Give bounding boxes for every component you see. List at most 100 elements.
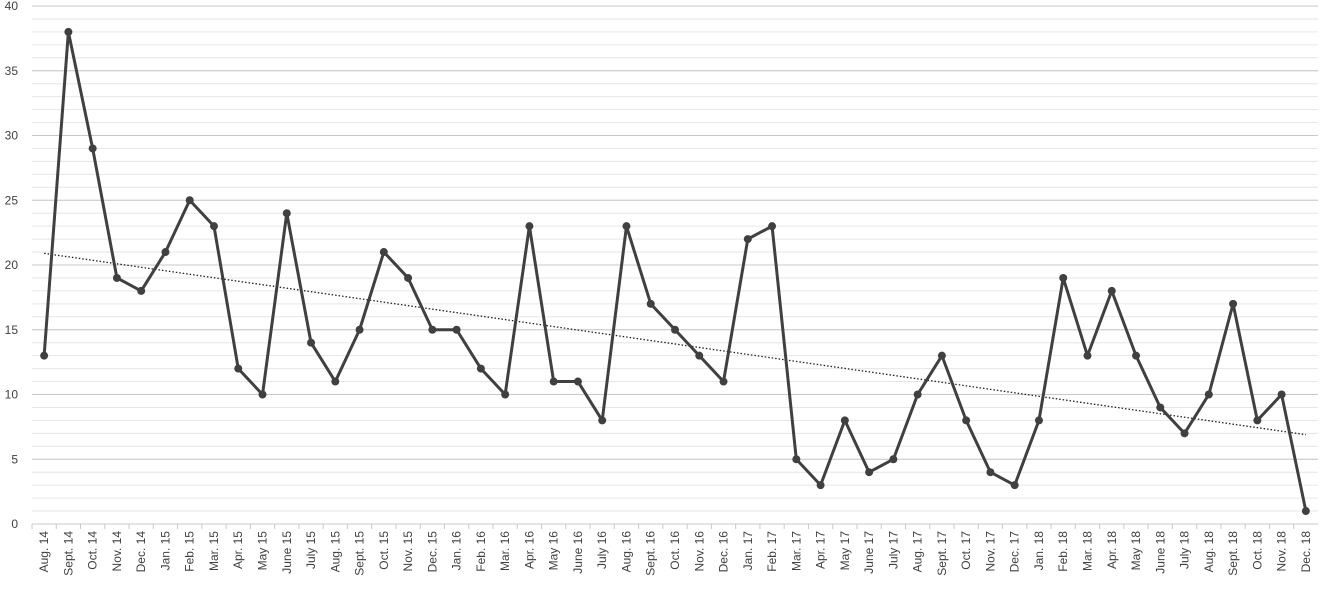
data-point <box>646 299 655 308</box>
x-tick-label: Oct. 14 <box>86 531 100 570</box>
x-tick-label: Sept. 15 <box>353 531 367 576</box>
y-tick-label: 5 <box>11 452 18 466</box>
data-point <box>1083 351 1092 360</box>
y-tick-label: 25 <box>5 193 19 207</box>
data-point <box>840 416 849 425</box>
data-point <box>355 325 364 334</box>
data-point <box>1059 273 1068 282</box>
data-point <box>671 325 679 334</box>
x-tick-label: Dec. 14 <box>134 531 148 573</box>
y-tick-label: 35 <box>5 64 19 78</box>
data-point <box>743 235 752 244</box>
x-tick-label: Mar. 18 <box>1080 531 1094 571</box>
x-tick-label: Apr. 18 <box>1105 531 1119 569</box>
data-point <box>1132 351 1141 360</box>
x-tick-label: Mar. 16 <box>498 531 512 571</box>
data-point <box>1204 390 1213 399</box>
x-tick-label: Dec. 16 <box>717 531 731 573</box>
x-tick-label: Mar. 17 <box>789 531 803 571</box>
data-point <box>428 325 437 334</box>
y-tick-label: 15 <box>5 323 19 337</box>
x-tick-label: Feb. 17 <box>765 531 779 572</box>
x-tick-label: June 17 <box>862 531 876 574</box>
data-point <box>986 468 995 477</box>
x-tick-label: Nov. 14 <box>110 531 124 572</box>
data-point <box>234 364 243 373</box>
data-point <box>307 338 316 347</box>
data-point <box>622 222 631 231</box>
data-point <box>1277 390 1286 399</box>
x-tick-label: Feb. 15 <box>183 531 197 572</box>
data-point <box>598 416 607 425</box>
x-tick-label: July 18 <box>1178 531 1192 569</box>
x-tick-label: Dec. 15 <box>425 531 439 573</box>
data-point <box>476 364 485 373</box>
x-tick-label: Mar. 15 <box>207 531 221 571</box>
x-tick-label: July 17 <box>886 531 900 569</box>
x-tick-label: May 18 <box>1129 531 1143 571</box>
x-tick-label: Nov. 17 <box>983 531 997 572</box>
data-point <box>379 248 388 257</box>
data-point <box>1253 416 1262 425</box>
data-point <box>695 351 704 360</box>
y-tick-label: 10 <box>5 388 19 402</box>
x-tick-label: Jan. 16 <box>450 531 464 571</box>
x-tick-label: Aug. 15 <box>328 531 342 573</box>
x-tick-label: Jan. 17 <box>741 531 755 571</box>
data-point <box>185 196 194 205</box>
data-point <box>112 273 121 282</box>
data-point <box>501 390 510 399</box>
y-tick-label: 30 <box>5 129 19 143</box>
x-tick-label: Oct. 16 <box>668 531 682 570</box>
data-point <box>282 209 291 218</box>
x-tick-label: July 16 <box>595 531 609 569</box>
y-tick-label: 20 <box>5 258 19 272</box>
data-point <box>719 377 728 386</box>
x-tick-label: Apr. 16 <box>522 531 536 569</box>
x-tick-label: Aug. 17 <box>911 531 925 573</box>
x-tick-label: May 15 <box>256 531 270 571</box>
x-tick-label: Feb. 18 <box>1056 531 1070 572</box>
data-point <box>88 144 97 153</box>
x-tick-label: Oct. 15 <box>377 531 391 570</box>
data-point <box>549 377 558 386</box>
x-tick-label: Aug. 18 <box>1202 531 1216 573</box>
x-tick-label: Feb. 16 <box>474 531 488 572</box>
data-line <box>42 30 1308 512</box>
y-tick-label: 0 <box>11 517 18 531</box>
x-tick-label: Aug. 14 <box>37 531 51 573</box>
data-point <box>913 390 922 399</box>
x-tick-label: June 15 <box>280 531 294 574</box>
x-tick-label: Oct. 18 <box>1250 531 1264 570</box>
x-tick-label: June 18 <box>1153 531 1167 574</box>
x-tick-label: Sept. 17 <box>935 531 949 576</box>
data-point <box>889 455 898 464</box>
x-tick-label: Nov. 15 <box>401 531 415 572</box>
x-tick-label: Sept. 18 <box>1226 531 1240 576</box>
x-tick-label: Jan. 15 <box>158 531 172 571</box>
x-tick-label: Apr. 17 <box>814 531 828 569</box>
data-point <box>937 351 946 360</box>
data-point <box>331 377 340 386</box>
data-point <box>64 27 73 36</box>
x-tick-label: Sept. 16 <box>644 531 658 576</box>
data-point <box>962 416 971 425</box>
x-tick-label: Nov. 16 <box>692 531 706 572</box>
data-point <box>792 455 801 464</box>
data-point <box>209 222 218 231</box>
data-point <box>573 377 582 386</box>
x-tick-label: May 16 <box>547 531 561 571</box>
x-tick-label: May 17 <box>838 531 852 571</box>
y-tick-label: 40 <box>5 0 19 13</box>
x-tick-label: Nov. 18 <box>1275 531 1289 572</box>
data-point <box>1180 429 1189 438</box>
x-tick-label: Dec. 18 <box>1299 531 1313 573</box>
data-point <box>161 248 170 257</box>
x-tick-label: Apr. 15 <box>231 531 245 569</box>
data-point <box>768 222 777 231</box>
data-point <box>137 286 146 295</box>
data-point <box>258 390 267 399</box>
x-tick-label: Oct. 17 <box>959 531 973 570</box>
x-tick-label: Dec. 17 <box>1008 531 1022 573</box>
